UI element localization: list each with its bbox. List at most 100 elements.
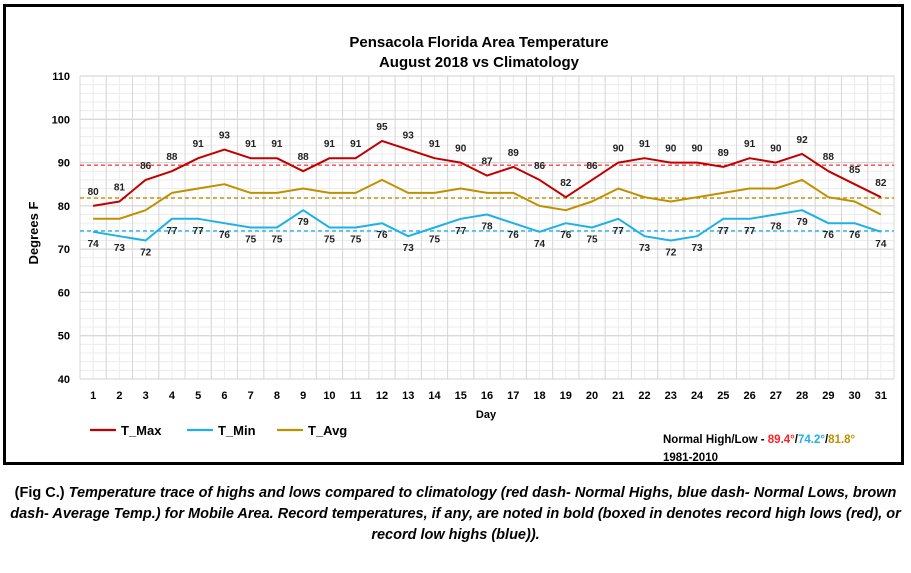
data-label: 91 [324,139,336,150]
x-tick-label: 19 [560,390,572,402]
x-tick-label: 6 [221,390,227,402]
data-label: 78 [770,222,782,233]
data-label: 90 [692,144,704,155]
figure-caption: (Fig C.) Temperature trace of highs and … [0,483,911,546]
normals-sep-2: / [825,434,829,446]
data-label: 75 [324,235,336,246]
data-label: 73 [114,243,126,254]
series-lines [92,139,882,242]
x-tick-label: 24 [691,390,704,402]
data-label: 85 [849,165,861,176]
x-tick-label: 17 [507,390,519,402]
data-label: 91 [639,139,651,150]
data-label: 91 [193,139,205,150]
x-tick-label: 15 [455,390,467,402]
data-label: 75 [350,235,362,246]
x-tick-labels: 1 2 3 4 5 6 7 8 9 10 11 12 13 14 15 16 17 18 19 20 21 22 23 24 2… [90,390,887,402]
data-label: 76 [219,230,231,241]
data-label: 75 [245,235,257,246]
data-label: 74 [534,239,546,250]
x-tick-label: 2 [116,390,122,402]
chart-subtitle: August 2018 vs Climatology [379,54,580,71]
normal-low-value: 74.2° [798,434,825,446]
x-tick-label: 21 [612,390,624,402]
data-label: 88 [166,152,178,163]
data-label: 77 [193,226,205,237]
data-label: 90 [770,144,782,155]
data-label: 82 [875,178,887,189]
data-label: 93 [219,131,231,142]
data-label: 95 [376,122,388,133]
y-axis-label: Degrees F [26,202,41,265]
y-tick-label: 110 [52,71,70,83]
data-label: 77 [613,226,625,237]
data-label: 91 [271,139,283,150]
data-label: 74 [875,239,887,250]
data-label: 77 [744,226,756,237]
y-tick-label: 50 [58,331,70,343]
data-label: 79 [298,217,310,228]
normals-sep-1: / [795,434,799,446]
data-label: 73 [403,243,415,254]
data-label: 78 [481,222,493,233]
x-tick-label: 9 [300,390,306,402]
data-label: 76 [376,230,388,241]
data-label: 91 [429,139,441,150]
legend: T_Max T_Min T_Avg [90,423,347,438]
data-label: 77 [455,226,467,237]
legend-label: T_Min [218,423,256,438]
caption-lead: (Fig C.) [14,485,69,501]
data-label: 80 [88,187,100,198]
x-tick-label: 11 [350,390,362,402]
data-label: 91 [350,139,362,150]
data-label: 75 [271,235,283,246]
normals-note: Normal High/Low - 89.4°/74.2°/81.8° [663,434,856,446]
major-grid [79,75,895,380]
data-label: 88 [298,152,310,163]
x-tick-label: 30 [848,390,860,402]
data-label: 91 [245,139,257,150]
x-tick-label: 10 [323,390,335,402]
data-label: 89 [508,148,520,159]
data-label: 82 [560,178,572,189]
data-label: 76 [508,230,520,241]
x-axis-label: Day [476,409,497,421]
y-tick-label: 40 [58,374,70,386]
chart-title: Pensacola Florida Area Temperature [349,34,608,51]
x-tick-label: 13 [402,390,414,402]
x-tick-label: 26 [743,390,755,402]
data-label: 91 [744,139,756,150]
x-tick-label: 14 [428,390,441,402]
data-label: 79 [797,217,809,228]
data-label: 90 [455,144,467,155]
x-tick-label: 25 [717,390,729,402]
data-label: 86 [534,161,546,172]
x-tick-label: 3 [143,390,149,402]
data-label: 88 [823,152,835,163]
x-tick-label: 8 [274,390,280,402]
data-label: 72 [665,247,677,258]
data-label: 81 [114,183,126,194]
normal-lines [80,164,894,232]
data-label: 90 [613,144,625,155]
data-label: 74 [88,239,100,250]
data-label: 76 [560,230,572,241]
normal-high-value: 89.4° [768,434,795,446]
legend-label: T_Max [121,423,162,438]
x-tick-label: 31 [875,390,887,402]
normals-prefix: Normal High/Low - [663,434,768,446]
y-tick-label: 60 [58,287,70,299]
x-tick-label: 16 [481,390,493,402]
data-label: 89 [718,148,730,159]
chart-frame: 40 50 60 70 80 90 100 110 1 2 3 4 5 6 7 8 9 10 11 12 13 14 15… [3,4,904,465]
data-label: 86 [586,161,598,172]
x-tick-label: 1 [90,390,96,402]
y-tick-label: 90 [58,158,70,170]
x-tick-label: 20 [586,390,598,402]
caption-text: Temperature trace of highs and lows comp… [10,485,901,543]
data-label: 75 [586,235,598,246]
data-label: 77 [718,226,730,237]
data-label: 90 [665,144,677,155]
x-tick-label: 18 [533,390,545,402]
data-labels: 80 81 86 88 91 93 91 91 88 91 91 95 93 91 90 87 89 86 82 86… [88,122,887,259]
